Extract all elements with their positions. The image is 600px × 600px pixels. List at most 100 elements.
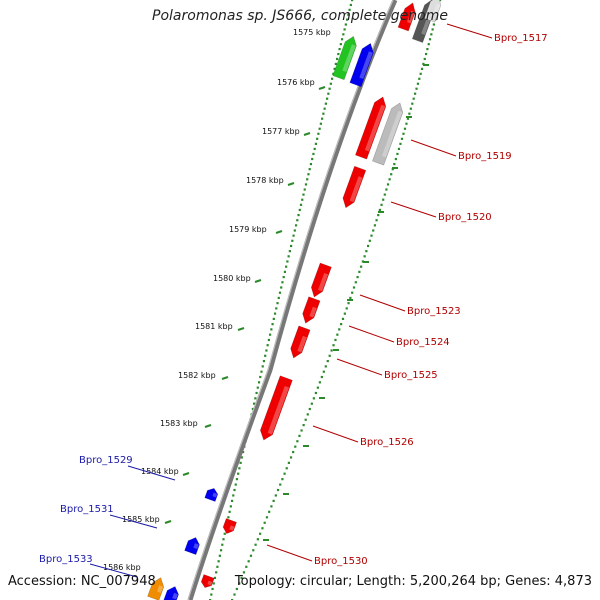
genome-backbone-highlight [187,0,394,600]
scale-dot-left [213,576,217,579]
scale-dot-right [302,424,305,427]
scale-dot-left [241,450,245,454]
gene-label[interactable]: Bpro_1523 [407,306,461,317]
scale-dot-right [411,102,414,105]
genome-backbone [187,0,398,600]
scale-dot-left [218,554,221,557]
scale-dot-left [344,23,347,26]
scale-dot-right [287,461,290,464]
scale-dot-right [235,587,238,591]
gene-feature-blue[interactable] [184,535,202,555]
scale-dot-left [304,183,308,186]
scale-dot-left [343,28,346,31]
gene-label[interactable]: Bpro_1520 [438,212,492,223]
gene-feature-red[interactable] [355,95,388,160]
scale-dot-left [232,494,235,497]
scale-dot-left [331,77,334,80]
gene-label[interactable]: Bpro_1524 [396,337,450,348]
scale-dot-right [304,418,307,421]
gene-feature-red[interactable] [258,375,293,442]
scale-dot-right [368,239,371,242]
scale-dot-right [247,560,250,563]
scale-dot-right [336,333,339,336]
scale-dot-right [263,521,266,524]
kbp-label: 1579 kbp [229,225,267,234]
gene-label[interactable]: Bpro_1533 [39,554,93,565]
gene-label[interactable]: Bpro_1531 [60,504,114,515]
scale-dot-left [272,317,275,320]
gene-label[interactable]: Bpro_1529 [79,455,133,466]
scale-dot-right [412,97,415,100]
gene-labels: Bpro_1517 Bpro_1519 Bpro_1520 Bpro_1523 Bpro… [39,33,548,567]
scale-dot-right [383,193,386,196]
scale-dot-left [234,483,237,486]
gene-feature-red[interactable] [221,518,237,536]
leader-line [312,425,359,443]
gene-label[interactable]: Bpro_1517 [494,33,548,44]
scale-dot-left [273,312,277,315]
kbp-label: 1582 kbp [178,371,216,380]
scale-dot-left [233,488,236,492]
gene-feature-red[interactable] [309,262,332,299]
scale-dot-left [334,62,337,66]
scale-dot-right [343,312,346,315]
scale-dot-right [314,391,317,395]
scale-dot-right [347,302,350,305]
scale-dot-left [332,72,335,75]
scale-dot-right [399,142,402,145]
scale-dot-right [375,219,378,222]
scale-dot-right [252,549,255,552]
gene-feature-blue[interactable] [204,486,219,502]
scale-dot-right [265,516,269,519]
scale-dot-left [223,532,226,535]
scale-dot-left [333,67,336,70]
scale-dot-left [351,0,354,2]
scale-dot-right [272,499,275,503]
scale-dot-right [415,87,418,90]
scale-dot-right [233,593,236,596]
scale-dot-right [378,208,381,212]
gene-feature-red[interactable] [300,296,321,326]
scale-dot-left [306,178,309,181]
scale-dot-left [286,260,289,263]
scale-dot-left [211,587,214,591]
gene-feature-red[interactable] [200,574,215,589]
major-tick [237,327,245,331]
scale-dot-left [235,478,239,481]
gene-feature-gray[interactable] [372,101,405,166]
scale-dot-right [270,505,273,508]
scale-dot-right [281,478,284,481]
gene-label[interactable]: Bpro_1519 [458,151,512,162]
gene-label[interactable]: Bpro_1530 [314,556,368,567]
scale-dot-right [326,359,329,363]
gene-feature-red[interactable] [397,1,418,32]
scale-dot-right [430,33,433,36]
scale-dot-left [210,593,213,596]
gene-feature-lightgray[interactable] [424,0,443,23]
gene-feature-green[interactable] [332,34,359,81]
scale-dot-right [318,381,321,384]
scale-dot-right [338,328,341,331]
gene-feature-red[interactable] [288,325,311,360]
gene-label[interactable]: Bpro_1525 [384,370,438,381]
scale-dot-right [324,365,327,368]
leader-line [446,23,493,39]
scale-dot-right [330,349,333,352]
kbp-label: 1583 kbp [160,419,198,428]
scale-dot-left [323,107,326,110]
scale-dot-right [403,127,407,130]
scale-dot-left [329,82,332,85]
gene-feature-red[interactable] [340,165,367,210]
scale-dot-right [361,260,364,263]
gene-feature-blue[interactable] [162,584,180,600]
scale-dot-left [239,461,242,464]
scale-dot-left [294,224,298,227]
scale-dot-right [382,198,385,201]
gene-feature-blue[interactable] [349,41,376,88]
kbp-label: 1578 kbp [246,176,284,185]
scale-dot-right [298,434,301,437]
gene-label[interactable]: Bpro_1526 [360,437,414,448]
major-tick [221,376,229,380]
scale-dot-right [409,107,412,110]
